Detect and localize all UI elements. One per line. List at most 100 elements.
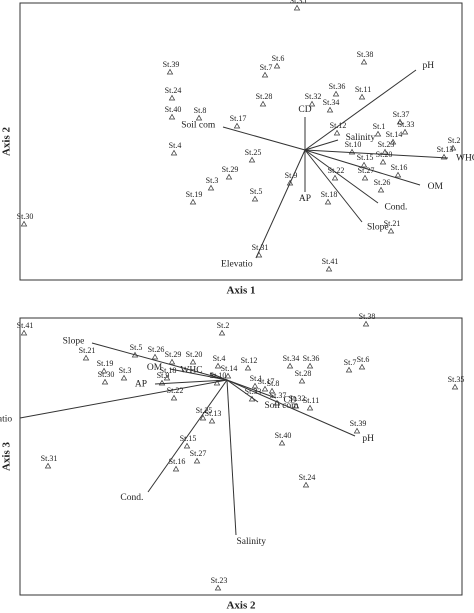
vector-label: Soil com [265,401,300,411]
site-marker [213,379,221,386]
site-label: St.18 [321,190,338,199]
vector-label: WHC [180,366,202,376]
site-marker [20,329,28,336]
vector [226,379,237,536]
site-label: St.13 [205,409,222,418]
site-marker [214,584,222,591]
site-label: St.35 [448,375,465,384]
site-marker [451,383,459,390]
vector-label: WHC [456,154,474,164]
site-label: St.22 [167,386,184,395]
site-label: St.12 [330,121,347,130]
vector-label: AP [135,380,147,390]
site-label: St.41 [17,321,34,330]
site-marker [261,385,269,392]
site-label: St.15 [357,153,374,162]
site-marker [362,320,370,327]
site-marker [381,148,389,155]
site-label: St.6 [357,355,370,364]
site-marker [273,399,281,406]
site-marker [361,174,369,181]
y-axis-title: Axis 3 [1,441,13,471]
vector-label: Elevatio [221,260,253,270]
site-marker [44,462,52,469]
site-label: St.32 [289,394,306,403]
site-marker [345,366,353,373]
site-label: St.26 [374,178,391,187]
site-marker [440,153,448,160]
site-marker [333,129,341,136]
site-label: St.13 [437,145,454,154]
site-label: St.15 [180,434,197,443]
site-marker [151,353,159,360]
site-marker [20,220,28,227]
site-marker [195,114,203,121]
site-marker [224,372,232,379]
site-label: St.1 [373,122,386,131]
site-label: St.29 [165,350,182,359]
site-marker [293,4,301,11]
site-label: St.35 [290,0,307,5]
site-label: St.38 [357,50,374,59]
site-label: St.22 [328,166,345,175]
site-marker [193,457,201,464]
site-label: St.19 [186,190,203,199]
site-label: St.3 [206,176,219,185]
site-label: St.31 [252,243,269,252]
site-marker [396,118,404,125]
site-marker [168,358,176,365]
vector-label: OM [428,182,444,192]
site-label: St.3 [119,366,132,375]
site-label: St.17 [258,377,275,386]
site-marker [324,198,332,205]
x-axis-title: Axis 2 [226,600,256,612]
site-label: St.36 [329,82,346,91]
site-marker [268,387,276,394]
vector [226,379,277,399]
site-label: St.30 [98,370,115,379]
site-label: St.41 [322,257,339,266]
site-marker [449,144,457,151]
site-marker [379,158,387,165]
vector [209,372,228,381]
site-label: St.7 [260,63,273,72]
site-marker [387,227,395,234]
site-marker [168,94,176,101]
site-label: St.34 [323,98,340,107]
y-axis-title: Axis 2 [1,126,13,156]
site-label: St.39 [163,60,180,69]
site-marker [120,374,128,381]
site-marker [302,481,310,488]
vector-label: Cond. [384,202,407,212]
vector-label: Cond. [120,493,143,503]
site-marker [248,395,256,402]
vector [304,149,449,159]
site-label: St.8 [194,106,207,115]
site-label: St.6 [272,54,285,63]
site-marker [244,364,252,371]
site-marker [306,362,314,369]
site-label: St.18 [160,366,177,375]
site-marker [286,362,294,369]
site-marker [360,58,368,65]
vector [304,69,417,151]
site-marker [286,179,294,186]
site-label: St.37 [393,110,410,119]
site-marker [248,156,256,163]
site-marker [377,186,385,193]
site-marker [261,71,269,78]
site-label: St.16 [391,163,408,172]
site-marker [394,171,402,178]
site-label: St.24 [165,86,182,95]
vector [304,139,339,151]
site-marker [158,379,166,386]
plot-frame [19,2,463,281]
site-marker [401,128,409,135]
vector-label: CD [284,396,297,406]
site-label: St.34 [283,354,300,363]
vector [19,379,228,419]
vector [304,149,379,204]
site-marker [101,378,109,385]
vector [255,149,306,259]
